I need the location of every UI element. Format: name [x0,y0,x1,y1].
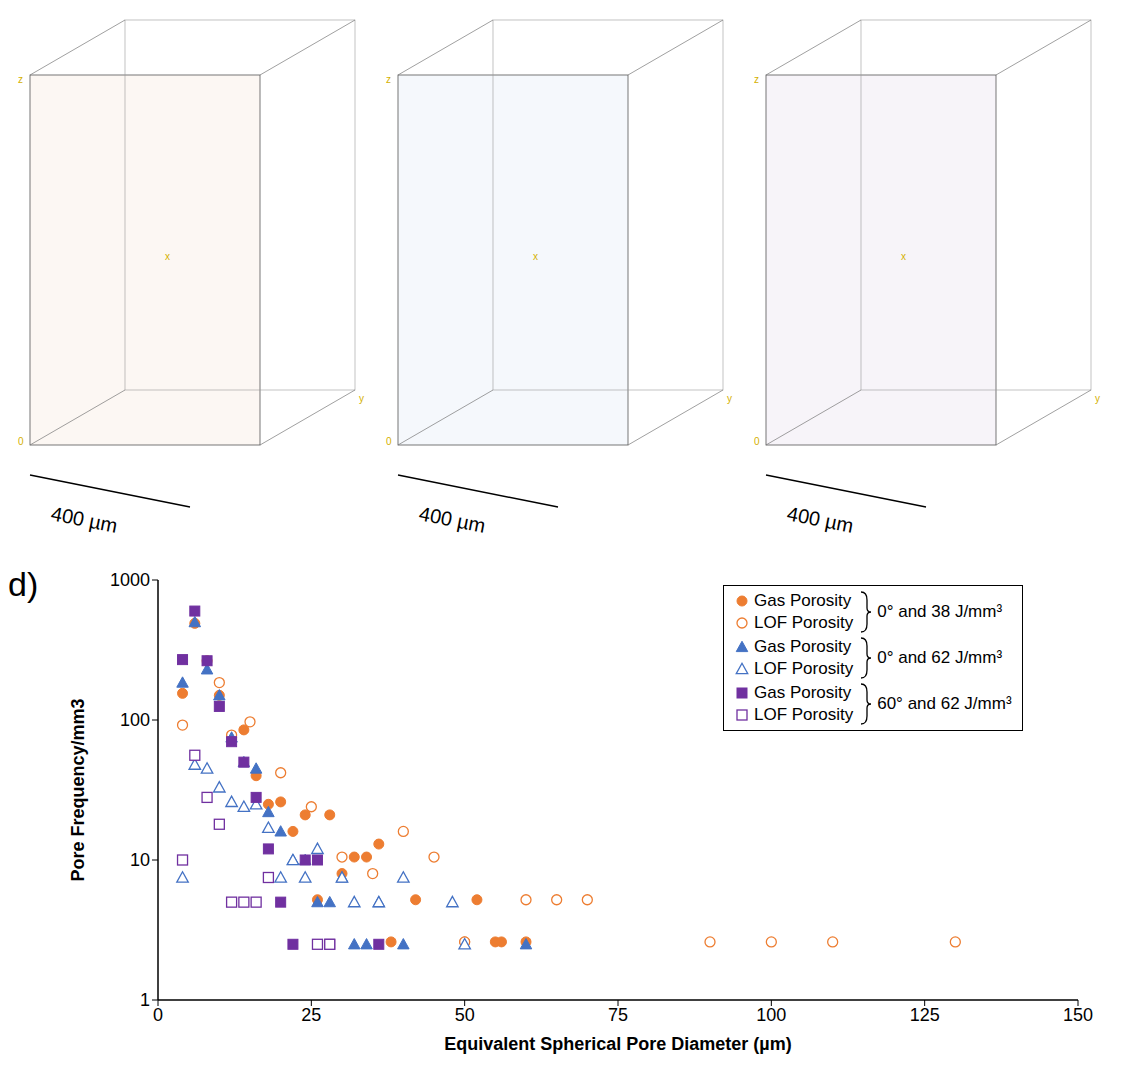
html-text:0° and 38 J/mm³: 0° and 38 J/mm³ [877,602,1003,621]
svg-text:y: y [359,393,364,404]
svg-text:x: x [165,251,170,262]
svg-text:75: 75 [608,1005,628,1025]
svg-text:1: 1 [140,990,150,1010]
html-text:0° and 62 J/mm³: 0° and 62 J/mm³ [877,648,1003,667]
svg-text:x: x [533,251,538,262]
svg-text:100: 100 [120,710,150,730]
svg-text:Pore Frequency/mm3: Pore Frequency/mm3 [68,698,88,881]
html-text:LOF Porosity: LOF Porosity [754,659,854,678]
svg-text:y: y [1095,393,1100,404]
svg-text:z: z [18,74,23,85]
svg-text:125: 125 [910,1005,940,1025]
svg-text:Equivalent Spherical Pore Diam: Equivalent Spherical Pore Diameter (µm) [444,1034,791,1054]
svg-text:10: 10 [130,850,150,870]
svg-text:400 µm: 400 µm [785,502,855,536]
svg-text:y: y [727,393,732,404]
html-text:Gas Porosity: Gas Porosity [754,683,852,702]
svg-text:0: 0 [18,436,24,447]
html-text:LOF Porosity: LOF Porosity [754,705,854,724]
svg-text:25: 25 [301,1005,321,1025]
svg-text:0: 0 [754,436,760,447]
html-text:Gas Porosity: Gas Porosity [754,637,852,656]
svg-text:400 µm: 400 µm [417,502,487,536]
svg-text:z: z [754,74,759,85]
svg-text:100: 100 [756,1005,786,1025]
html-text:LOF Porosity: LOF Porosity [754,613,854,632]
svg-text:1000: 1000 [110,570,150,590]
html-text:60° and 62 J/mm³: 60° and 62 J/mm³ [877,694,1012,713]
svg-text:x: x [901,251,906,262]
svg-text:400 µm: 400 µm [49,502,119,536]
svg-text:0: 0 [153,1005,163,1025]
svg-text:50: 50 [455,1005,475,1025]
svg-text:z: z [386,74,391,85]
svg-text:0: 0 [386,436,392,447]
html-text:d): d) [8,565,39,603]
html-text:Gas Porosity: Gas Porosity [754,591,852,610]
svg-text:150: 150 [1063,1005,1093,1025]
